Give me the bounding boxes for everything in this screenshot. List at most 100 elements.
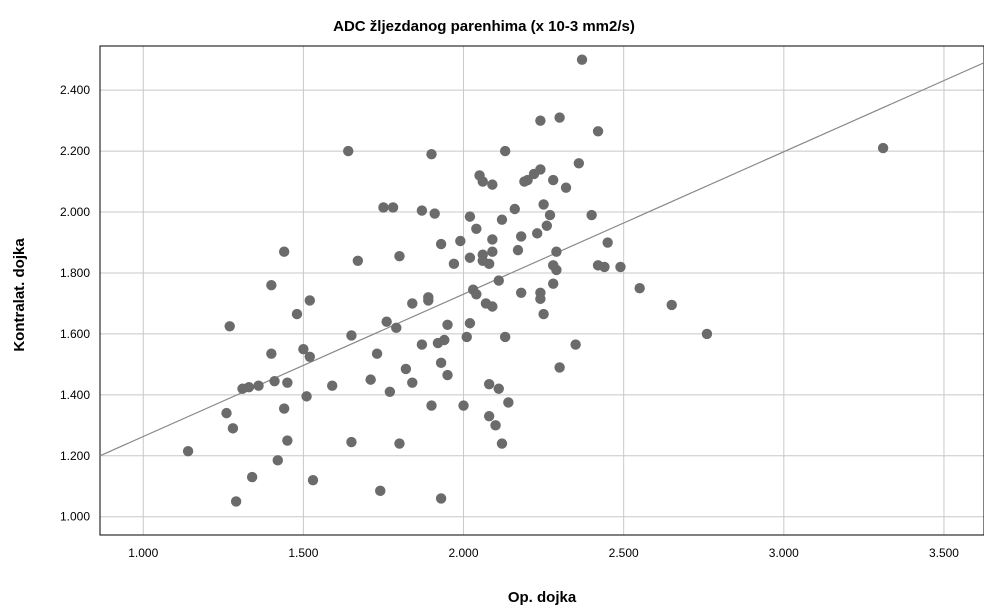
data-point: [548, 174, 559, 186]
data-point: [487, 234, 498, 245]
x-tick-label: 1.000: [128, 546, 158, 560]
y-tick-label: 1.400: [60, 388, 90, 402]
data-point: [464, 211, 476, 222]
data-point: [464, 252, 476, 263]
data-point: [439, 334, 450, 346]
x-tick-label: 1.500: [288, 546, 318, 560]
data-point: [387, 202, 399, 213]
data-point: [346, 436, 357, 448]
data-point: [282, 435, 293, 446]
data-point: [499, 145, 511, 157]
data-point: [282, 377, 293, 388]
data-point: [426, 148, 437, 160]
data-point: [634, 283, 645, 294]
data-point: [458, 400, 469, 411]
data-point: [394, 438, 405, 449]
data-point: [493, 275, 504, 286]
data-point: [435, 357, 447, 369]
x-tick-label: 3.500: [929, 546, 959, 560]
data-point: [666, 299, 677, 311]
data-point: [407, 377, 418, 388]
data-point: [599, 261, 610, 273]
data-point: [586, 209, 597, 221]
data-point: [394, 251, 405, 262]
data-point: [512, 244, 524, 256]
y-tick-label: 2.200: [60, 144, 90, 158]
data-points: [182, 54, 889, 507]
data-point: [499, 331, 511, 343]
data-point: [291, 308, 303, 320]
data-point: [375, 485, 386, 497]
data-point: [381, 316, 392, 327]
data-point: [343, 145, 354, 157]
data-point: [429, 208, 440, 219]
data-point: [327, 380, 338, 391]
data-point: [576, 54, 588, 65]
data-point: [416, 339, 428, 350]
data-point: [535, 287, 546, 298]
data-point: [304, 295, 315, 306]
data-point: [378, 202, 389, 213]
data-point: [304, 351, 315, 362]
data-point: [278, 246, 290, 257]
y-tick-label: 2.400: [60, 83, 90, 97]
data-point: [278, 403, 290, 414]
data-point: [442, 319, 453, 330]
data-point: [515, 231, 527, 242]
data-point: [538, 308, 549, 320]
data-point: [346, 330, 357, 341]
data-point: [483, 378, 495, 390]
data-point: [448, 258, 460, 270]
data-point: [269, 375, 280, 387]
data-point: [416, 205, 428, 216]
x-tick-label: 3.000: [769, 546, 799, 560]
data-point: [246, 471, 258, 483]
y-tick-label: 1.000: [60, 510, 90, 524]
data-point: [515, 287, 527, 298]
y-tick-label: 1.200: [60, 449, 90, 463]
data-point: [541, 220, 553, 231]
y-tick-label: 1.600: [60, 327, 90, 341]
data-point: [365, 374, 376, 385]
data-point: [477, 176, 488, 187]
data-point: [548, 278, 559, 289]
data-point: [455, 235, 466, 247]
data-point: [461, 331, 472, 343]
data-point: [301, 391, 312, 402]
data-point: [221, 407, 232, 419]
data-point: [230, 496, 242, 507]
y-tick-labels: 1.000 1.200 1.400 1.600 1.800 2.000 2.200 2.400: [60, 83, 90, 524]
data-point: [426, 400, 437, 411]
data-point: [503, 397, 514, 408]
data-point: [272, 455, 283, 466]
data-point: [483, 410, 495, 422]
data-point: [442, 369, 453, 381]
x-tick-labels: 1.000 1.500 2.000 2.500 3.000 3.500: [128, 546, 959, 560]
data-point: [224, 321, 235, 332]
x-tick-label: 2.500: [609, 546, 639, 560]
data-point: [243, 382, 255, 393]
data-point: [509, 203, 520, 215]
data-point: [551, 246, 562, 257]
data-point: [298, 343, 309, 355]
data-point: [435, 493, 447, 504]
data-point: [407, 298, 418, 309]
x-tick-label: 2.000: [449, 546, 479, 560]
data-point: [535, 164, 546, 175]
data-point: [307, 474, 319, 486]
data-point: [253, 380, 264, 391]
data-point: [551, 264, 562, 276]
data-point: [384, 386, 396, 398]
data-point: [531, 228, 543, 239]
data-point: [487, 301, 498, 312]
data-point: [423, 295, 434, 306]
data-point: [573, 158, 585, 169]
data-point: [487, 179, 498, 190]
data-point: [400, 363, 412, 375]
x-axis-label: Op. dojka: [508, 589, 577, 606]
data-point: [496, 438, 508, 449]
data-point: [877, 142, 889, 154]
data-point: [496, 214, 508, 225]
gridlines: [100, 46, 984, 535]
data-point: [493, 383, 504, 394]
